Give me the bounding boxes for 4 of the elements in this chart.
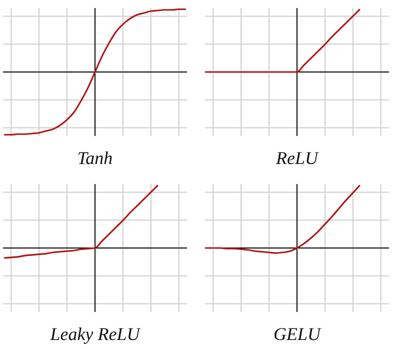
x-axis-title: ReLU [275, 148, 319, 168]
x-axis-title: Tanh [77, 148, 113, 168]
x-axis-title: Leaky ReLU [49, 324, 141, 344]
x-axis-title: GELU [273, 324, 322, 344]
